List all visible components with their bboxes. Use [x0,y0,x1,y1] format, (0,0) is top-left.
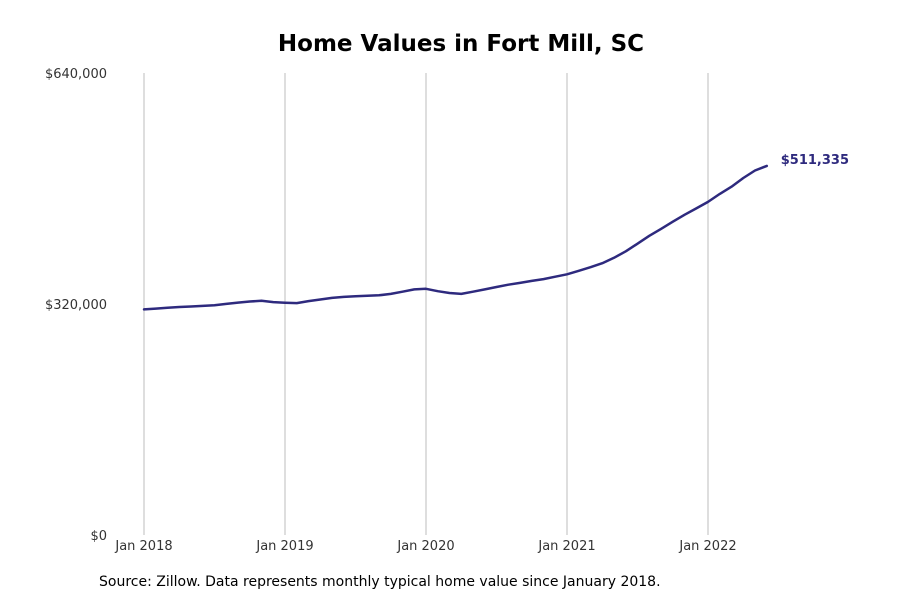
x-tick-label: Jan 2022 [678,539,736,554]
series-line [142,164,769,311]
y-tick-label: $320,000 [45,298,107,313]
x-tick-label: Jan 2019 [255,539,313,554]
gridlines [143,73,709,535]
x-axis-ticks: Jan 2018 Jan 2019 Jan 2020 Jan 2021 Jan 2022 [114,539,736,554]
y-tick-label: $0 [90,529,107,544]
x-tick-label: Jan 2018 [114,539,172,554]
end-value-label: $511,335 [781,153,849,168]
chart-title: Home Values in Fort Mill, SC [278,31,644,57]
source-note: Source: Zillow. Data represents monthly … [99,574,661,590]
y-axis-ticks: $0 $320,000 $640,000 [45,67,107,544]
series-layer: $511,335 [142,153,849,311]
x-tick-label: Jan 2020 [396,539,454,554]
x-tick-label: Jan 2021 [537,539,595,554]
y-tick-label: $640,000 [45,67,107,82]
